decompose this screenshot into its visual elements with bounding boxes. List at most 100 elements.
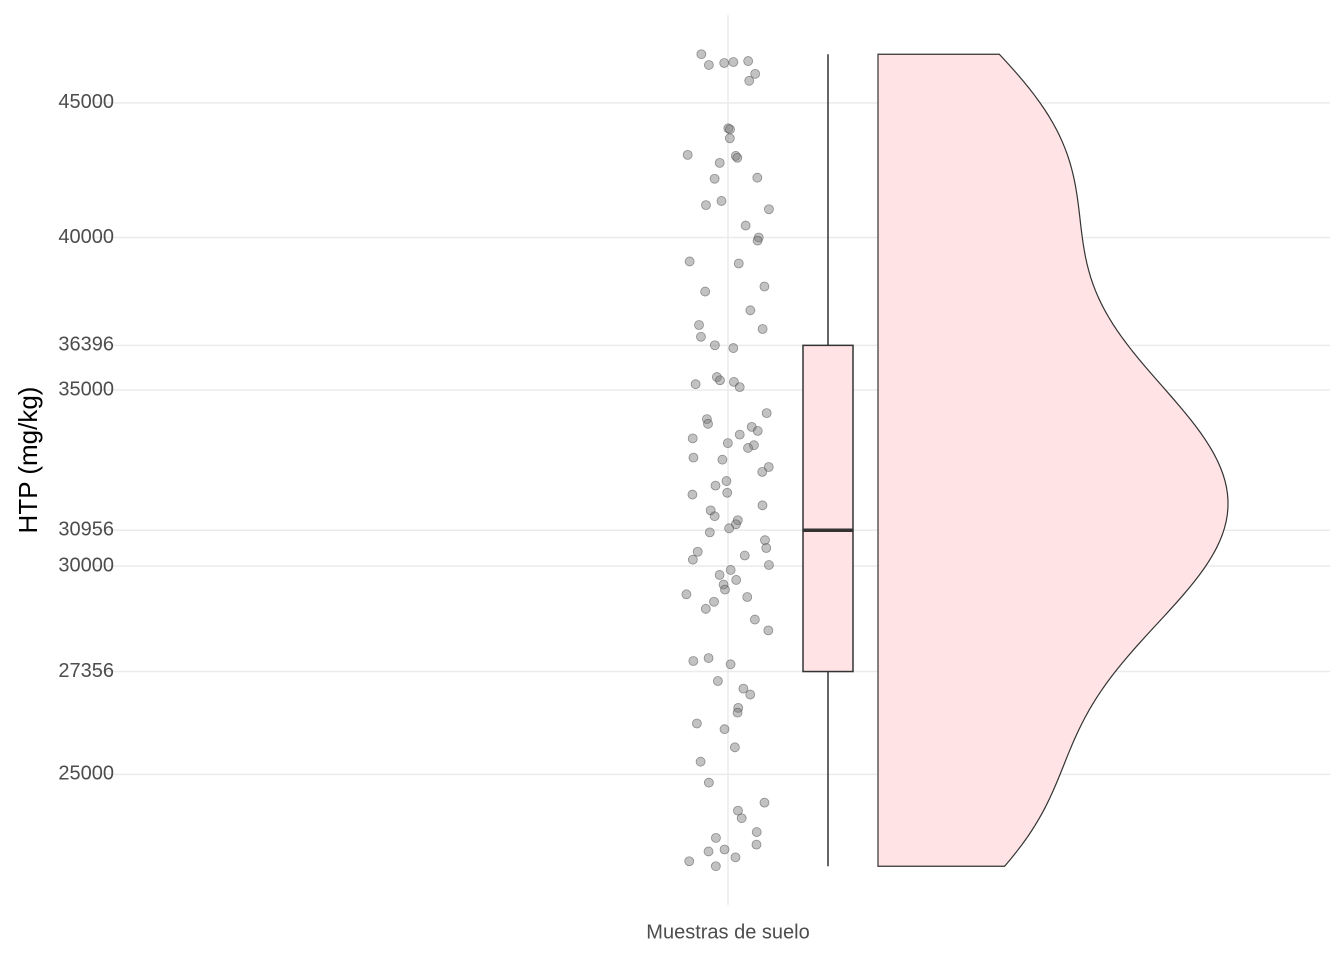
y-tick-label: 45000 — [58, 91, 114, 113]
point — [714, 157, 725, 168]
point — [764, 204, 774, 215]
point — [749, 440, 759, 451]
point — [729, 742, 740, 753]
point — [728, 57, 739, 67]
point — [719, 58, 730, 68]
point — [709, 340, 720, 351]
point — [692, 546, 703, 557]
y-tick-label: 30956 — [58, 519, 114, 541]
point — [752, 235, 763, 246]
point — [703, 418, 713, 429]
point — [716, 196, 727, 206]
point — [736, 813, 747, 824]
point — [761, 543, 772, 553]
point — [752, 426, 763, 436]
point — [709, 173, 720, 184]
point — [751, 839, 762, 850]
point — [724, 523, 735, 534]
point — [696, 49, 707, 60]
point — [725, 565, 736, 575]
point — [761, 408, 772, 419]
point — [722, 487, 733, 498]
point — [710, 861, 721, 872]
point — [687, 554, 698, 565]
point — [743, 443, 753, 453]
point — [738, 683, 749, 694]
point — [682, 149, 693, 160]
point — [724, 133, 735, 144]
point — [734, 429, 745, 440]
point — [720, 584, 730, 595]
point — [757, 466, 768, 477]
point — [728, 343, 739, 353]
point — [710, 480, 721, 491]
y-tick-label: 25000 — [58, 763, 114, 785]
point — [763, 462, 774, 472]
point — [711, 832, 721, 843]
point — [687, 433, 698, 444]
point — [745, 305, 756, 316]
point — [712, 676, 723, 686]
point — [763, 625, 774, 636]
point — [744, 75, 755, 86]
y-tick-label: 27356 — [58, 660, 114, 682]
y-axis-label: HTP (mg/kg) — [13, 387, 43, 534]
point — [684, 856, 695, 867]
point — [759, 281, 770, 292]
point — [719, 724, 730, 735]
x-tick-label: Muestras de suelo — [646, 921, 809, 943]
point — [717, 454, 728, 465]
point — [714, 570, 725, 580]
point — [690, 379, 701, 390]
point — [751, 827, 762, 837]
point — [733, 258, 744, 269]
point — [739, 550, 750, 561]
box — [802, 344, 854, 673]
point — [725, 124, 735, 135]
point — [701, 200, 711, 211]
point — [742, 592, 753, 602]
point — [725, 659, 736, 670]
point — [722, 438, 733, 449]
point — [703, 846, 714, 857]
violin — [877, 53, 1229, 867]
point — [749, 614, 760, 625]
point — [759, 797, 770, 808]
point — [732, 152, 743, 163]
point — [695, 756, 706, 767]
point — [743, 56, 754, 66]
point — [703, 777, 714, 788]
y-tick-label: 30000 — [58, 554, 114, 576]
point — [719, 844, 730, 855]
point — [691, 718, 702, 729]
point — [700, 603, 711, 614]
y-tick-label: 36396 — [58, 334, 114, 356]
point — [687, 489, 698, 500]
point — [688, 452, 699, 463]
point — [757, 500, 768, 511]
point — [721, 476, 732, 486]
point — [681, 589, 692, 600]
point — [703, 60, 714, 70]
point — [700, 286, 711, 297]
point — [732, 707, 743, 718]
point — [715, 375, 725, 386]
point — [688, 656, 699, 666]
y-tick-label: 40000 — [58, 226, 114, 248]
point — [694, 320, 704, 330]
point — [696, 331, 706, 342]
point — [764, 560, 774, 570]
point — [734, 382, 745, 392]
point — [757, 324, 768, 334]
point — [730, 852, 741, 863]
point — [760, 535, 770, 546]
point — [752, 172, 763, 183]
point — [709, 511, 720, 522]
y-tick-label: 35000 — [58, 378, 114, 400]
point — [684, 256, 695, 267]
point — [750, 68, 761, 79]
point — [703, 653, 714, 663]
point — [731, 575, 742, 585]
point — [704, 527, 715, 538]
